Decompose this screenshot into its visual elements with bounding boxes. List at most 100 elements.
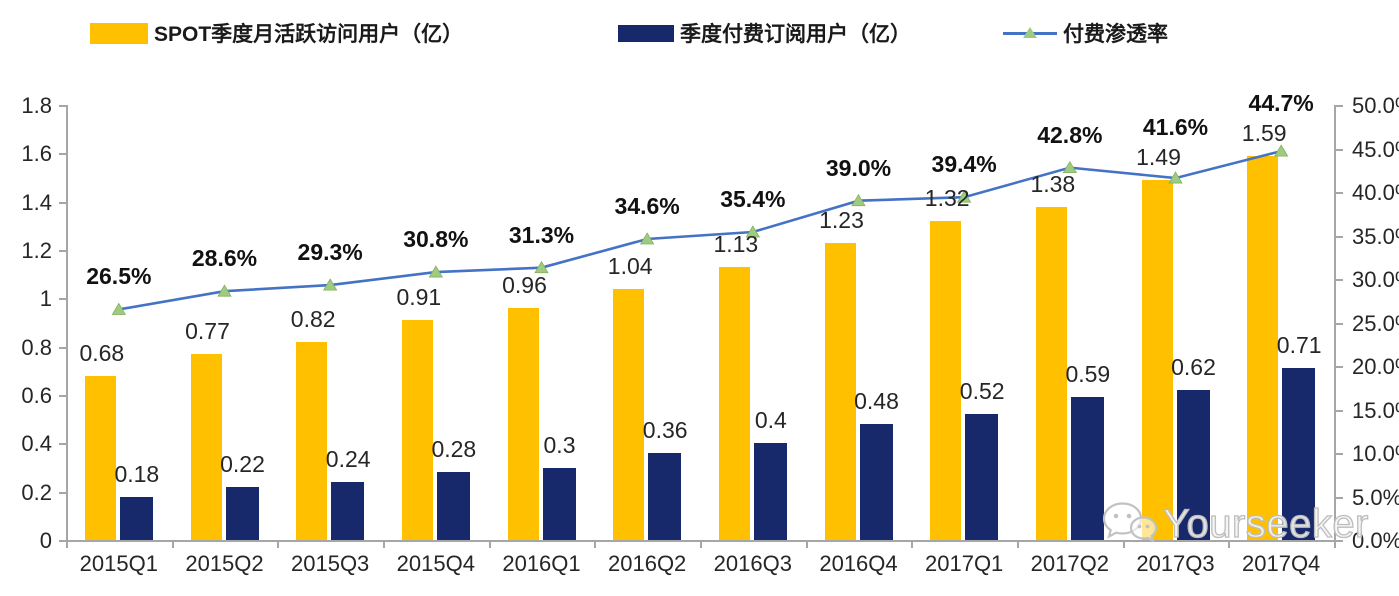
subs-value-label: 0.3 <box>543 431 576 458</box>
triangle-marker-icon <box>851 193 866 207</box>
x-axis-category-label: 2017Q3 <box>1136 551 1215 576</box>
bar-subs <box>436 472 470 540</box>
left-axis-tick-label: 0.6 <box>21 383 52 408</box>
legend-label-subs: 季度付费订阅用户（亿） <box>680 23 911 46</box>
legend-item-subs: 季度付费订阅用户（亿） <box>618 19 911 47</box>
right-axis-tick <box>1336 496 1343 499</box>
bar-subs <box>1070 397 1104 540</box>
mau-value-label: 1.04 <box>607 252 653 279</box>
left-axis-tick-label: 0.4 <box>21 431 52 457</box>
triangle-marker-icon <box>1273 144 1289 157</box>
right-axis-tick <box>1336 366 1343 368</box>
left-axis-tick <box>59 105 66 107</box>
x-axis-category-label: 2015Q2 <box>185 551 264 576</box>
left-axis-tick-label: 0.2 <box>21 479 52 505</box>
triangle-marker-icon <box>111 302 127 315</box>
x-axis-category-label: 2016Q1 <box>502 551 581 576</box>
right-axis-tick-label: 40.0% <box>1352 180 1399 205</box>
mau-value-label: 1.32 <box>924 185 970 211</box>
bar-subs <box>1176 390 1210 540</box>
mau-swatch <box>90 22 148 44</box>
left-axis-tick <box>59 153 66 156</box>
mau-value-label: 0.96 <box>502 272 547 298</box>
bar-subs <box>119 496 153 540</box>
x-axis-category-label: 2015Q4 <box>396 551 475 576</box>
mau-value-label: 0.82 <box>290 305 336 332</box>
bar-subs <box>331 482 365 540</box>
penetration-pct-label: 44.7% <box>1248 89 1314 116</box>
bar-mau <box>507 308 539 540</box>
penetration-pct-label: 30.8% <box>403 226 469 253</box>
penetration-pct-label: 29.3% <box>297 239 363 266</box>
bar-mau <box>1035 206 1067 540</box>
left-axis-tick <box>59 298 66 301</box>
x-axis-category-label: 2016Q2 <box>608 551 687 576</box>
right-axis-tick-label: 30.0% <box>1352 267 1399 292</box>
bar-mau <box>1247 155 1279 540</box>
legend-item-mau: SPOT季度月活跃访问用户（亿） <box>90 19 463 47</box>
triangle-marker-icon <box>1023 26 1037 38</box>
mau-value-label: 0.91 <box>396 284 442 311</box>
right-axis-tick <box>1336 105 1343 107</box>
subs-value-label: 0.22 <box>220 450 265 477</box>
right-axis-tick <box>1336 453 1343 455</box>
x-axis-tick <box>171 540 174 548</box>
x-axis-tick <box>594 540 597 548</box>
left-axis-tick <box>59 250 66 252</box>
right-axis-tick <box>1336 148 1343 151</box>
subs-value-label: 0.71 <box>1276 332 1322 359</box>
right-axis-tick-label: 10.0% <box>1352 441 1399 466</box>
x-axis-category-label: 2016Q3 <box>713 551 792 576</box>
x-axis-tick <box>911 540 914 548</box>
mau-value-label: 0.68 <box>79 339 125 366</box>
right-axis-tick-label: 20.0% <box>1352 354 1399 379</box>
mau-value-label: 1.23 <box>819 206 864 233</box>
bar-mau <box>718 266 750 540</box>
x-axis-tick <box>1334 540 1336 548</box>
bar-subs <box>965 414 999 540</box>
penetration-line-swatch <box>1003 26 1057 38</box>
penetration-pct-label: 26.5% <box>86 263 152 290</box>
penetration-trend-line <box>118 149 1282 311</box>
x-axis-category-label: 2017Q2 <box>1030 551 1109 576</box>
subs-value-label: 0.36 <box>642 417 688 443</box>
x-axis-tick <box>383 540 385 548</box>
subs-value-label: 0.52 <box>959 378 1005 405</box>
x-axis-category-label: 2015Q3 <box>291 551 370 576</box>
subs-value-label: 0.24 <box>325 446 371 472</box>
legend-item-penetration: 付费渗透率 <box>1003 19 1168 47</box>
x-axis-tick <box>488 540 491 548</box>
subs-swatch <box>618 24 674 42</box>
left-axis-tick <box>59 201 66 204</box>
left-axis-tick <box>59 346 66 349</box>
triangle-marker-icon <box>217 284 232 297</box>
legend-label-penetration: 付费渗透率 <box>1063 23 1168 46</box>
left-axis-tick <box>59 395 66 397</box>
bar-mau <box>190 353 222 540</box>
triangle-marker-icon <box>639 232 655 245</box>
mau-value-label: 1.59 <box>1241 119 1287 146</box>
left-axis-tick <box>59 443 66 446</box>
right-axis-tick-label: 0.0% <box>1352 528 1399 553</box>
right-axis-tick <box>1336 409 1343 412</box>
left-axis-tick-label: 1.6 <box>21 141 52 167</box>
right-axis-tick-label: 35.0% <box>1352 223 1399 249</box>
legend-label-mau: SPOT季度月活跃访问用户（亿） <box>154 23 464 46</box>
x-axis-tick <box>1017 540 1019 548</box>
left-axis-tick <box>59 491 66 494</box>
bar-mau <box>84 375 116 540</box>
triangle-marker-icon <box>428 265 444 278</box>
penetration-pct-label: 39.4% <box>931 151 997 178</box>
left-axis-tick-label: 1.2 <box>21 238 52 263</box>
subs-value-label: 0.4 <box>754 407 787 434</box>
penetration-pct-label: 42.8% <box>1037 121 1103 148</box>
bar-mau <box>824 242 856 540</box>
x-axis-category-label: 2016Q4 <box>819 551 898 576</box>
left-axis-tick <box>59 540 66 542</box>
x-axis-category-label: 2015Q1 <box>79 551 158 576</box>
left-axis-tick-label: 1 <box>39 286 52 312</box>
penetration-pct-label: 28.6% <box>191 245 258 272</box>
x-axis-tick <box>700 540 702 548</box>
x-axis-tick <box>66 540 68 548</box>
penetration-pct-label: 31.3% <box>508 221 575 248</box>
